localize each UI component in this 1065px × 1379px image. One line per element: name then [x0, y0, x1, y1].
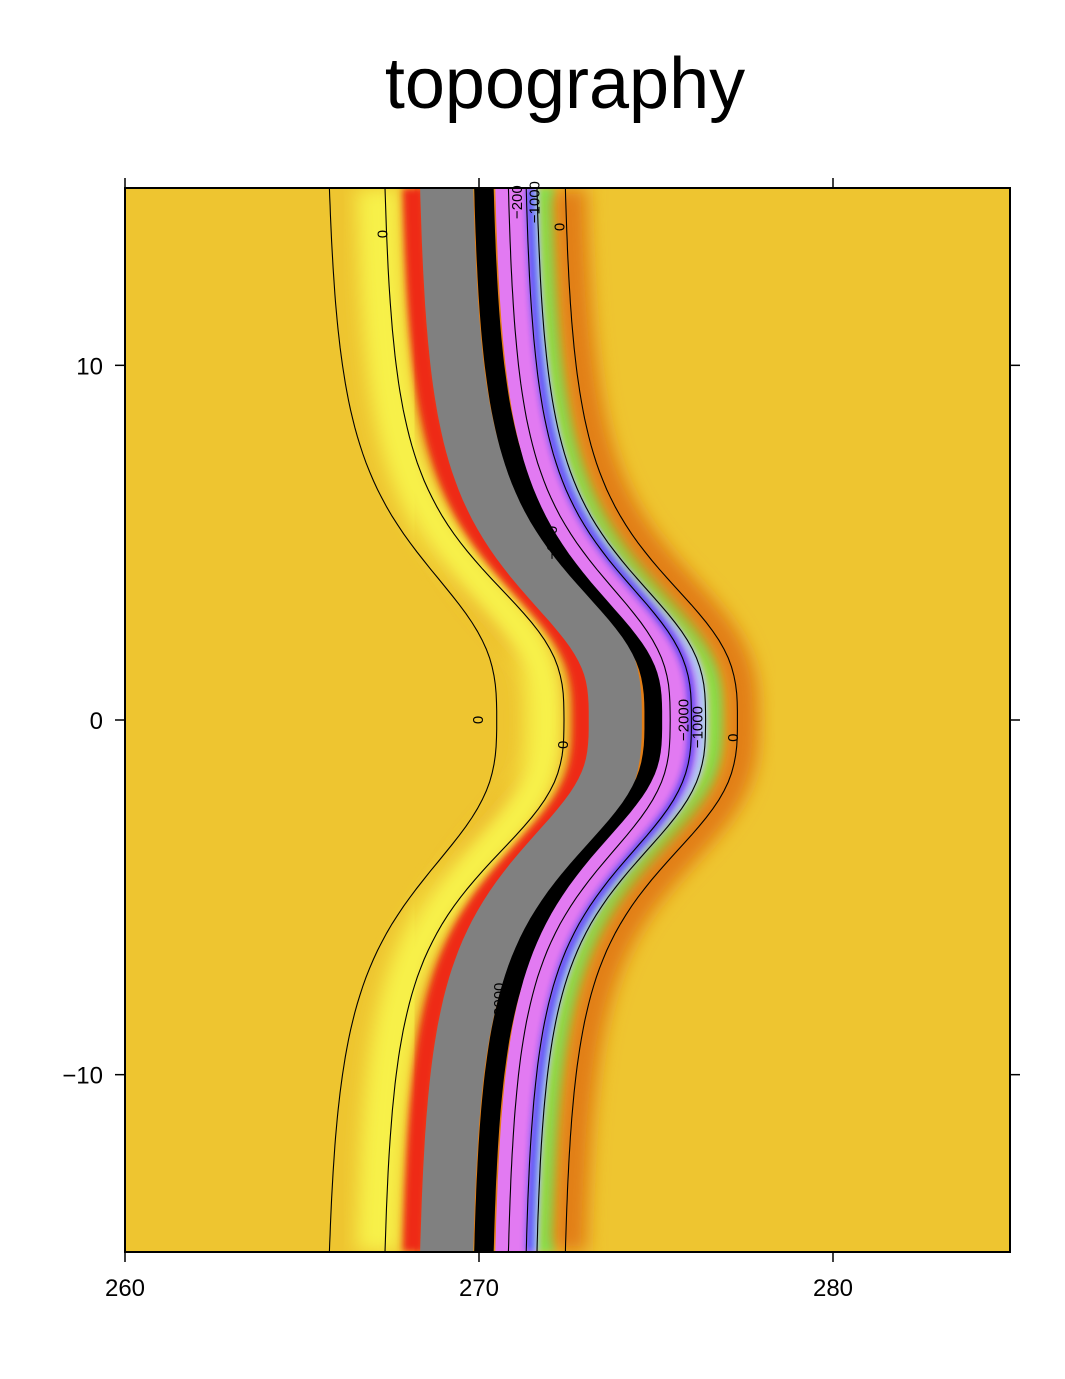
plot-area	[125, 188, 1010, 1252]
contour-line-2	[507, 188, 671, 1252]
contour-line-4	[536, 188, 707, 1252]
x-tick-label: 280	[813, 1275, 853, 1302]
contour-label: 0	[555, 741, 572, 749]
contour-line-1	[384, 188, 565, 1252]
contour-label: −2000	[675, 699, 692, 741]
contour-lines	[328, 188, 738, 1252]
contour-label: 0	[551, 223, 568, 231]
contour-label: −200	[509, 185, 526, 219]
contour-label: 0	[725, 734, 742, 742]
band-highland	[356, 188, 568, 1252]
contour-label: 0	[470, 716, 487, 724]
band-green	[539, 188, 726, 1252]
y-tick-label: 0	[90, 708, 103, 735]
contour-label: −1000	[689, 706, 706, 748]
x-tick-label: 270	[459, 1275, 499, 1302]
band-light-blue	[529, 188, 710, 1252]
contour-line-0	[328, 188, 498, 1252]
band-coast	[402, 188, 594, 1252]
band-warm-east	[551, 188, 759, 1252]
contour-line-3	[525, 188, 692, 1252]
axes: 260 270 280 10 0 −10	[62, 178, 1020, 1302]
y-tick-label: −10	[62, 1063, 103, 1090]
band-deep-magenta	[495, 188, 703, 1252]
band-trench	[474, 188, 664, 1252]
contour-line-5	[564, 188, 738, 1252]
contour-label: −1000	[527, 181, 544, 223]
contour-label: −300	[544, 526, 561, 560]
contour-label: 0	[374, 230, 391, 238]
band-gray-shelf	[420, 188, 642, 1252]
contour-label: −3000	[491, 983, 508, 1025]
chart-title: topography	[385, 44, 745, 124]
x-tick-label: 260	[105, 1275, 145, 1302]
y-tick-label: 10	[76, 353, 103, 380]
